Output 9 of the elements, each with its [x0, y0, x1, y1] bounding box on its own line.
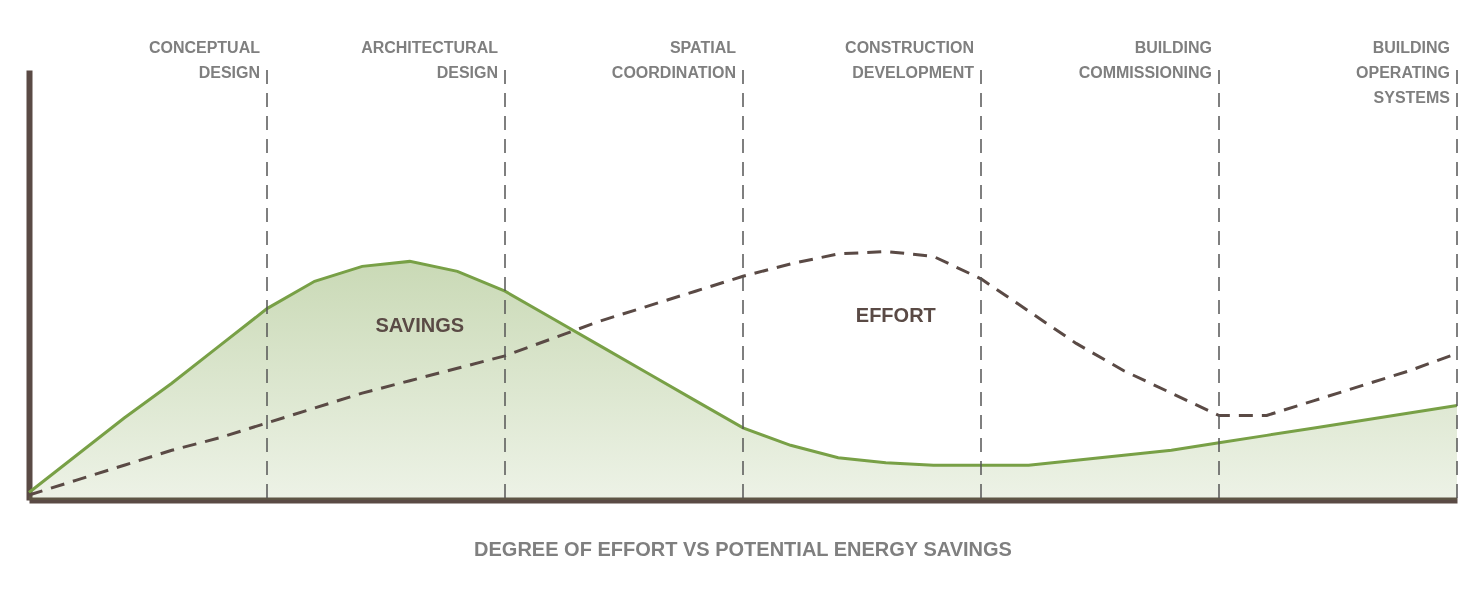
text: ARCHITECTURAL DESIGN [361, 39, 499, 81]
series-label: SAVINGS [375, 314, 465, 337]
text: DEGREE OF EFFORT VS POTENTIAL ENERGY SAVINGS [474, 538, 1012, 560]
text: CONSTRUCTION DEVELOPMENT [845, 39, 975, 81]
text: CONCEPTUAL DESIGN [148, 39, 261, 81]
text: SPATIAL COORDINATION [611, 39, 737, 81]
text: BUILDING OPERATING SYSTEMS [1356, 39, 1451, 106]
text: BUILDING COMMISSIONING [1078, 39, 1212, 81]
text: EFFORT [855, 304, 936, 327]
